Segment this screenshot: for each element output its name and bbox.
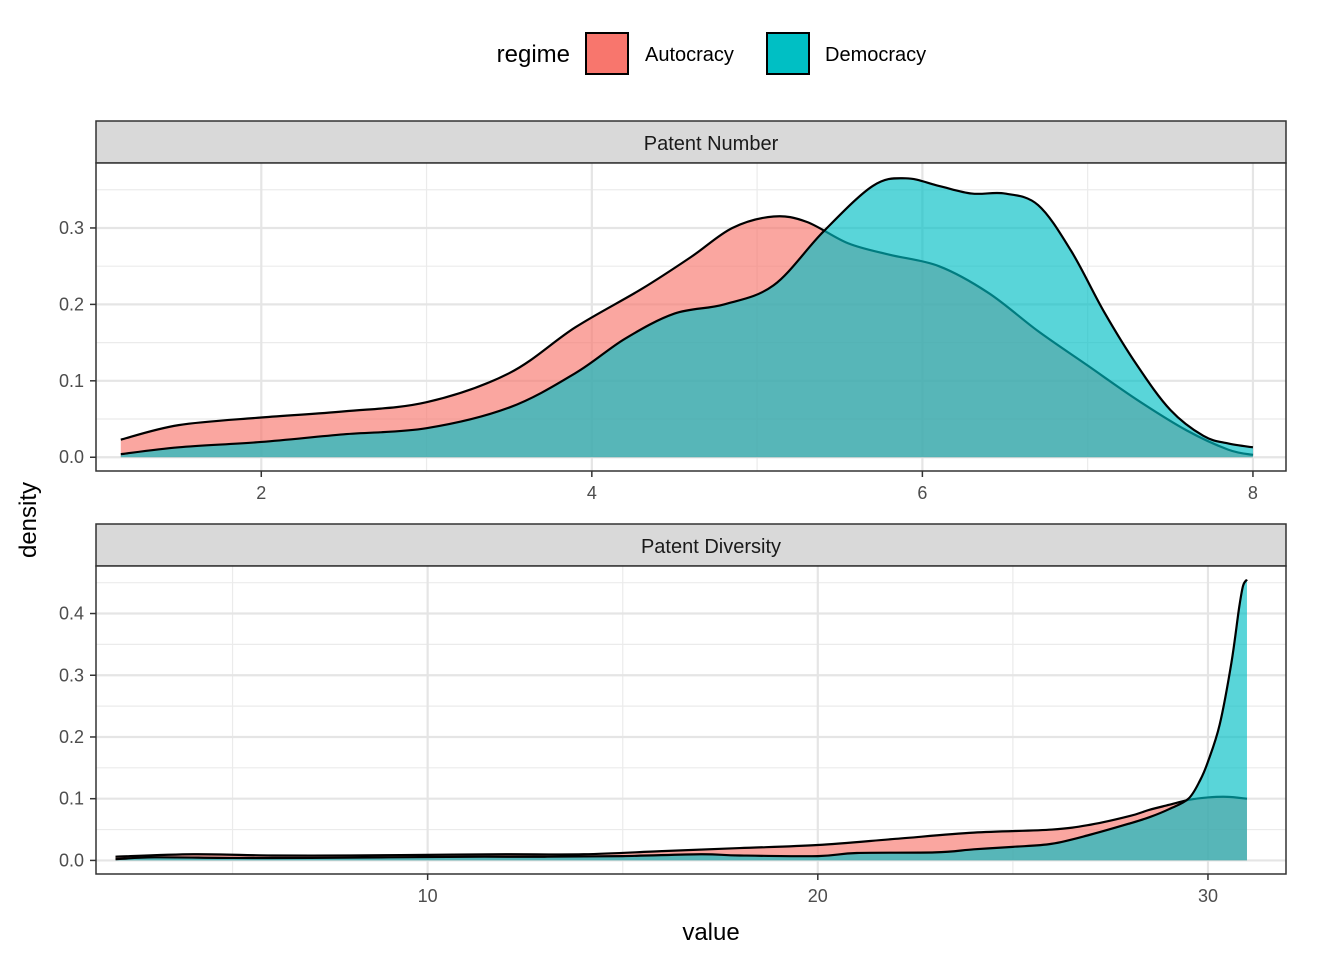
y-tick-label: 0.1 — [59, 789, 84, 809]
density-area-democracy — [120, 178, 1253, 458]
x-tick-label: 20 — [808, 886, 828, 906]
legend-title: regime — [497, 41, 570, 68]
y-tick-label: 0.0 — [59, 850, 84, 870]
legend: regime Autocracy Democracy — [497, 32, 926, 75]
y-tick-label: 0.1 — [59, 371, 84, 391]
x-tick-label: 4 — [587, 483, 597, 503]
panel-border — [95, 565, 1287, 875]
legend-label-democracy: Democracy — [825, 44, 926, 66]
x-tick-label: 2 — [256, 483, 266, 503]
y-tick-label: 0.2 — [59, 294, 84, 314]
y-tick-label: 0.3 — [59, 218, 84, 238]
y-tick-label: 0.4 — [59, 604, 84, 624]
plot-background — [96, 566, 1286, 874]
legend-key-autocracy — [585, 32, 629, 75]
density-area-autocracy — [115, 796, 1247, 861]
plot-area: 2 4 6 8 0.0 0.1 0.2 0.3 — [59, 162, 1287, 503]
plot-area: 10 20 30 0.0 0.1 0.2 0.3 0.4 — [59, 565, 1287, 906]
legend-key-democracy — [766, 32, 810, 75]
x-tick-label: 8 — [1248, 483, 1258, 503]
panel-border — [95, 162, 1287, 472]
density-line-democracy — [120, 177, 1254, 456]
panel-strip — [95, 523, 1287, 567]
x-tick-label: 6 — [917, 483, 927, 503]
legend-label-autocracy: Autocracy — [645, 44, 734, 66]
panel-patent-number: Patent Number 2 4 6 8 0.0 0.1 0.2 0.3 — [59, 120, 1287, 503]
x-axis-title: value — [682, 919, 739, 946]
x-tick-label: 10 — [418, 886, 438, 906]
y-tick-label: 0.2 — [59, 727, 84, 747]
panel-title: Patent Number — [644, 133, 779, 155]
x-tick-label: 30 — [1198, 886, 1218, 906]
y-axis-title: density — [15, 482, 42, 558]
panel-strip — [95, 120, 1287, 164]
density-area-democracy — [115, 579, 1247, 861]
density-line-autocracy — [115, 795, 1248, 858]
density-line-democracy — [115, 578, 1248, 861]
panel-patent-diversity: Patent Diversity 10 20 30 0.0 0.1 0.2 0.3 0.4 — [59, 523, 1287, 906]
y-tick-label: 0.0 — [59, 447, 84, 467]
y-tick-label: 0.3 — [59, 665, 84, 685]
panel-title: Patent Diversity — [641, 536, 781, 558]
